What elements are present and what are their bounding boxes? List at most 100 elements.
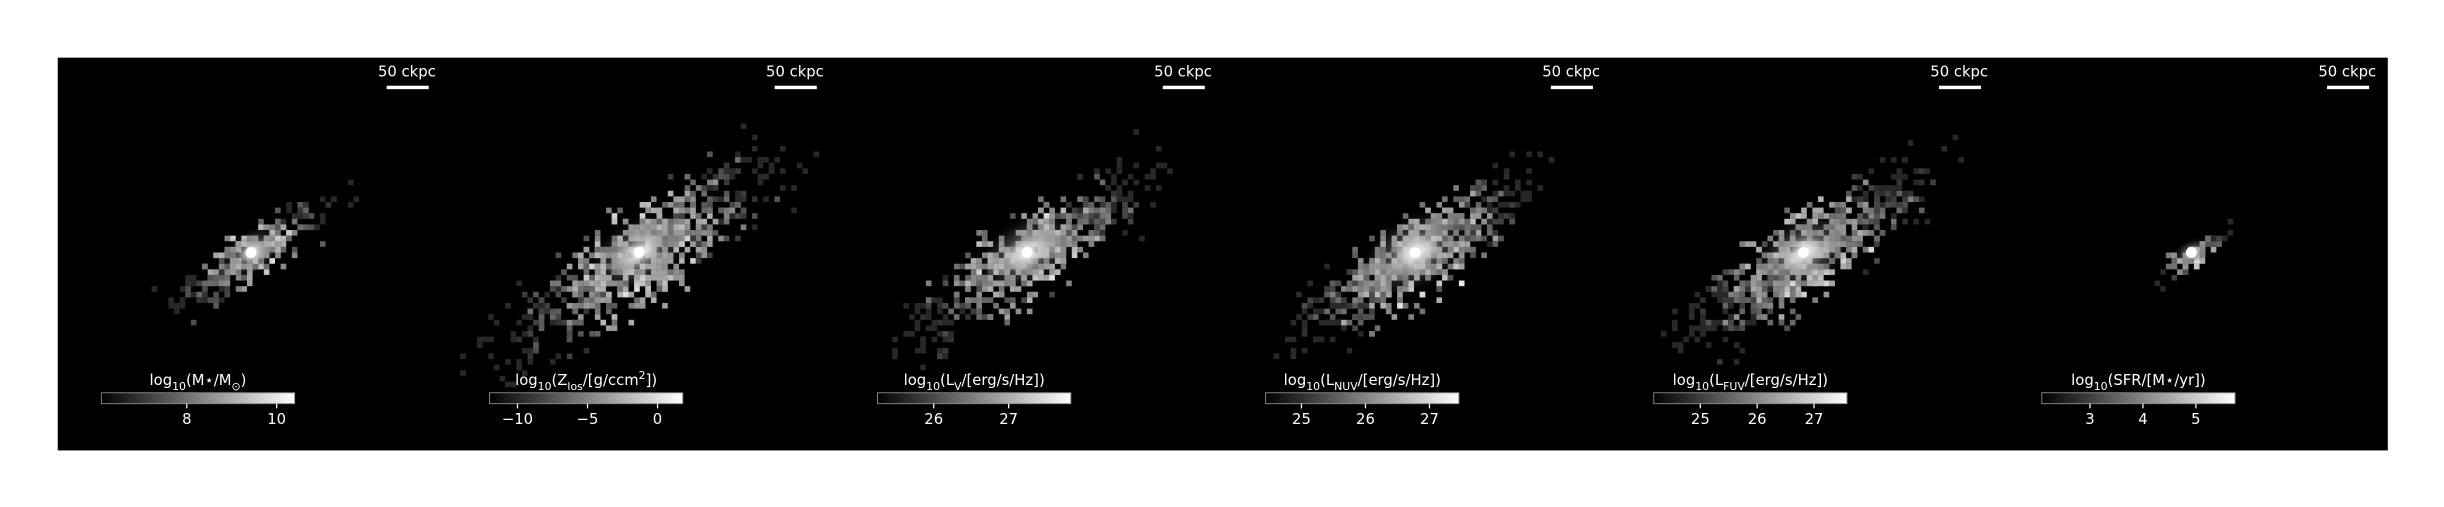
pixel	[1099, 196, 1106, 202]
pixel	[931, 319, 938, 326]
pixel	[544, 291, 550, 298]
pixel	[925, 325, 932, 332]
pixel	[1677, 347, 1684, 354]
pixel	[970, 274, 977, 281]
pixel	[1711, 325, 1717, 332]
pixel	[695, 218, 702, 225]
pixel	[1071, 213, 1078, 219]
pixel	[1139, 235, 1145, 242]
pixel	[179, 286, 186, 292]
pixel	[1761, 302, 1768, 309]
colorbar	[1265, 392, 1460, 405]
pixel	[527, 359, 534, 365]
pixel	[600, 319, 607, 326]
pixel	[1099, 230, 1106, 236]
pixel	[325, 201, 332, 208]
pixel	[611, 325, 618, 332]
pixel	[477, 342, 483, 348]
pixel	[207, 297, 214, 303]
pixel	[914, 347, 921, 354]
label-part: ])	[646, 372, 658, 389]
pixel	[202, 263, 208, 270]
pixel	[319, 218, 326, 225]
pixel	[566, 302, 573, 309]
pixel	[286, 230, 292, 236]
pixel	[813, 151, 820, 158]
pixel	[735, 157, 741, 163]
pixel	[970, 297, 977, 303]
pixel	[207, 280, 214, 287]
pixel	[1879, 190, 1886, 197]
pixel	[533, 291, 539, 298]
pixel	[740, 123, 747, 130]
pixel	[1290, 319, 1297, 326]
pixel	[1874, 235, 1880, 242]
pixel	[920, 364, 926, 371]
pixel	[937, 308, 943, 315]
pixel	[965, 280, 971, 287]
pixel	[1329, 302, 1336, 309]
pixel	[1105, 185, 1112, 191]
pixel	[583, 246, 590, 253]
pixel	[1778, 297, 1785, 303]
pixel	[723, 196, 730, 202]
pixel	[1890, 213, 1897, 219]
pixel	[224, 235, 231, 242]
pixel	[892, 353, 898, 360]
pixel	[606, 291, 612, 298]
pixel	[1498, 218, 1504, 225]
pixel	[2160, 269, 2166, 275]
pixel	[965, 274, 971, 281]
pixel	[931, 336, 938, 343]
pixel	[678, 213, 685, 219]
pixel	[690, 258, 696, 264]
pixel	[174, 302, 180, 309]
pixel	[589, 286, 595, 292]
pixel	[600, 297, 607, 303]
galaxy-center	[245, 247, 257, 258]
pixel	[1475, 190, 1482, 197]
pixel	[213, 291, 219, 298]
pixel	[1851, 246, 1858, 253]
pixel	[521, 331, 528, 337]
pixel	[516, 336, 522, 343]
pixel	[617, 207, 623, 214]
pixel	[701, 224, 708, 231]
pixel	[1082, 201, 1089, 208]
pixel	[684, 185, 691, 191]
pixel	[1357, 291, 1364, 298]
pixel	[1357, 314, 1364, 320]
pixel	[1099, 179, 1106, 186]
pixel	[667, 190, 674, 197]
pixel	[1324, 263, 1330, 270]
pixel	[2171, 263, 2178, 270]
pixel	[1486, 241, 1493, 247]
pixel	[168, 302, 175, 309]
pixel	[1313, 308, 1319, 315]
pixel	[937, 319, 943, 326]
pixel	[527, 331, 534, 337]
label-part: NUV	[1334, 380, 1358, 393]
pixel	[639, 297, 646, 303]
pixel	[729, 213, 736, 219]
pixel	[246, 274, 253, 281]
pixel	[1144, 173, 1151, 180]
pixel	[510, 331, 517, 337]
pixel	[179, 302, 186, 309]
pixel	[1346, 286, 1353, 292]
pixel	[695, 235, 702, 242]
label-part: )	[241, 372, 247, 389]
pixel	[578, 314, 584, 320]
pixel	[1318, 336, 1325, 343]
pixel	[729, 173, 736, 180]
pixel	[1357, 308, 1364, 315]
pixel	[1049, 291, 1055, 298]
pixel	[1111, 201, 1117, 208]
pixel	[2216, 235, 2222, 242]
pixel	[611, 319, 618, 326]
pixel	[555, 286, 562, 292]
pixel	[1470, 252, 1476, 259]
pixel	[1739, 319, 1746, 326]
pixel	[628, 291, 635, 298]
pixel	[723, 213, 730, 219]
